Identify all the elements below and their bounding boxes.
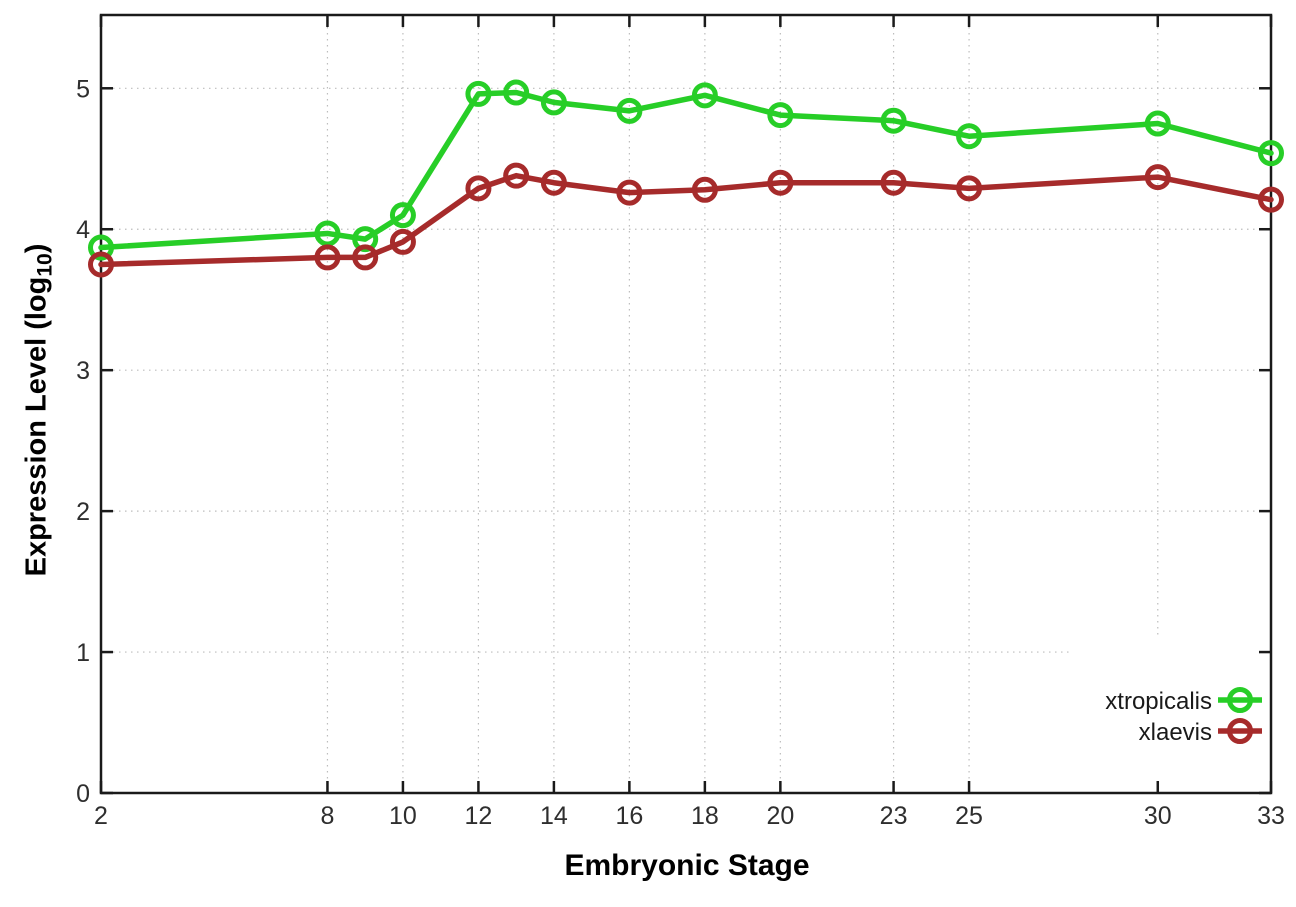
data-point-marker-xlaevis [88,251,114,278]
x-tick-label: 30 [1144,802,1172,830]
series-line-xlaevis [98,172,1274,268]
data-point-marker-xtropicalis [767,102,794,129]
data-point-marker-xtropicalis [465,80,492,107]
data-point-marker-xtropicalis [352,226,379,253]
data-point-marker-xlaevis [314,244,341,271]
series-xlaevis [88,162,1284,278]
x-tick-label: 23 [880,802,908,830]
x-tick-label: 33 [1257,802,1285,830]
x-tick-label: 12 [465,802,493,830]
y-axis-title-suffix: ) [20,243,53,254]
data-point-marker-xlaevis [389,228,416,255]
data-point-marker-xtropicalis [956,123,983,150]
data-point-marker-xlaevis [767,169,794,196]
legend-box [1073,637,1270,792]
x-axis-title: Embryonic Stage [564,849,810,882]
data-point-marker-xtropicalis [389,202,416,229]
data-point-marker-xlaevis [540,169,567,196]
data-point-marker-xtropicalis [616,97,643,124]
data-point-marker-xlaevis [465,175,492,202]
y-axis-title-text: Expression Level (log [20,276,53,577]
x-tick-label: 16 [615,802,643,830]
data-point-marker-xtropicalis [691,82,718,109]
legend: xtropicalis xlaevis [1105,687,1262,746]
x-tick-label: 14 [540,802,568,830]
data-point-marker-xlaevis [691,176,718,203]
data-point-marker-xtropicalis [540,89,567,116]
data-point-marker-xlaevis [503,162,530,189]
y-axis-title: Expression Level (log10) [21,244,58,577]
legend-label-xtropicalis: xtropicalis [1105,688,1212,715]
x-tick-label: 18 [691,802,719,830]
data-point-marker-xtropicalis [314,220,341,247]
y-tick-label: 5 [76,75,90,103]
y-tick-label: 4 [76,216,90,244]
series-xtropicalis [88,79,1284,261]
y-tick-label: 2 [76,498,90,526]
y-tick-label: 3 [76,357,90,385]
series-line-xtropicalis [98,89,1274,251]
data-point-marker-xlaevis [616,179,643,206]
data-point-marker-xtropicalis [503,79,530,106]
legend-marker-xtropicalis [1227,687,1253,713]
y-tick-label: 0 [76,780,90,808]
x-tick-label: 20 [766,802,794,830]
axes [99,13,1273,795]
data-point-marker-xtropicalis [88,234,114,261]
y-tick-label: 1 [76,639,90,667]
data-point-marker-xtropicalis [1144,110,1171,137]
data-point-marker-xlaevis [1258,186,1284,213]
y-axis-title-subscript: 10 [33,253,57,277]
data-point-marker-xlaevis [956,175,983,202]
legend-marker-xlaevis [1227,718,1253,744]
data-point-marker-xtropicalis [1258,140,1284,167]
x-tick-label: 10 [389,802,417,830]
data-point-marker-xlaevis [1144,164,1171,191]
legend-label-xlaevis: xlaevis [1139,719,1212,746]
data-point-marker-xlaevis [352,244,379,271]
plot-border [99,13,1273,795]
x-tick-label: 2 [94,802,108,830]
data-point-marker-xtropicalis [880,107,907,134]
data-point-marker-xlaevis [880,169,907,196]
x-tick-label: 8 [320,802,334,830]
x-tick-label: 25 [955,802,983,830]
